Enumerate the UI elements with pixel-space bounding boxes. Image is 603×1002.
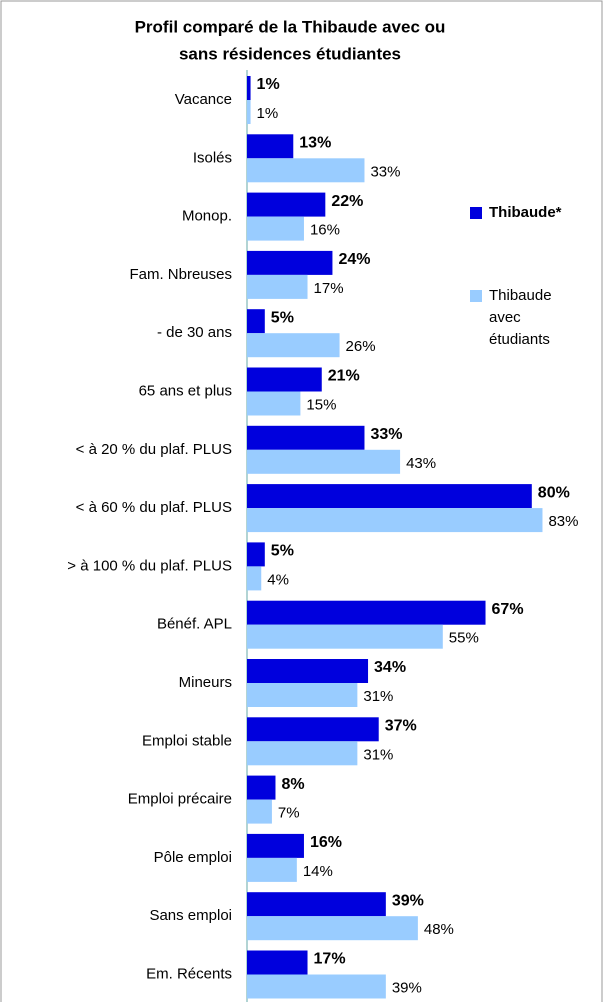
data-label: 16% (310, 222, 340, 239)
category-label: Em. Récents (146, 965, 232, 982)
bar (247, 916, 418, 941)
bar (247, 449, 401, 474)
bar (247, 391, 301, 416)
data-label: 83% (548, 513, 578, 530)
data-label: 26% (346, 338, 376, 355)
data-label: 67% (492, 601, 524, 618)
bar (247, 950, 308, 975)
bar (247, 274, 308, 299)
data-label: 7% (278, 805, 300, 822)
data-label: 1% (257, 76, 280, 93)
category-label: < à 60 % du plaf. PLUS (76, 499, 232, 516)
data-label: 34% (374, 659, 406, 676)
data-label: 55% (449, 630, 479, 647)
data-label: 1% (257, 105, 279, 122)
bar (247, 76, 251, 100)
category-label: Emploi stable (142, 732, 232, 749)
data-label: 31% (363, 688, 393, 705)
bar (247, 775, 276, 800)
data-label: 80% (538, 484, 570, 501)
category-label: Fam. Nbreuses (129, 266, 232, 283)
category-label: - de 30 ans (157, 324, 232, 341)
category-label: Pôle emploi (154, 849, 232, 866)
bar (247, 659, 369, 683)
bar (247, 857, 297, 882)
category-label: Bénéf. APL (157, 616, 232, 633)
legend-swatch (470, 290, 482, 302)
legend-swatch (470, 207, 482, 219)
bar (247, 624, 443, 649)
bar (247, 425, 365, 450)
data-label: 5% (271, 309, 294, 326)
bar (247, 799, 272, 824)
bar (247, 508, 543, 533)
data-label: 4% (267, 571, 289, 588)
data-label: 37% (385, 718, 417, 735)
legend-label: Thibaude avec étudiants (489, 287, 552, 348)
data-label: 21% (328, 368, 360, 385)
legend-label: Thibaude* (489, 204, 562, 221)
bar (247, 600, 486, 625)
bar (247, 892, 386, 917)
data-label: 43% (406, 455, 436, 472)
category-label: 65 ans et plus (139, 382, 232, 399)
bar (247, 192, 326, 217)
category-label: > à 100 % du plaf. PLUS (67, 557, 232, 574)
bar (247, 134, 294, 159)
bar (247, 741, 358, 766)
category-label: Emploi précaire (128, 791, 232, 808)
bar (247, 333, 340, 358)
data-label: 5% (271, 543, 294, 560)
data-label: 8% (281, 776, 304, 793)
bar (247, 250, 333, 275)
data-label: 22% (331, 193, 363, 210)
data-label: 17% (314, 951, 346, 968)
bar (247, 367, 322, 392)
bar (247, 158, 365, 183)
chart-title: sans résidences étudiantes (179, 44, 401, 63)
category-label: Monop. (182, 208, 232, 225)
bar (247, 484, 532, 509)
category-label: Isolés (193, 149, 232, 166)
data-label: 48% (424, 921, 454, 938)
category-label: Vacance (175, 91, 232, 108)
bar (247, 683, 358, 707)
bar (247, 833, 304, 858)
bar (247, 542, 265, 567)
category-label: Sans emploi (149, 907, 232, 924)
data-label: 17% (314, 280, 344, 297)
data-label: 14% (303, 863, 333, 880)
data-label: 33% (370, 163, 400, 180)
data-label: 24% (338, 251, 370, 268)
data-label: 39% (392, 892, 424, 909)
data-label: 39% (392, 979, 422, 996)
data-label: 16% (310, 834, 342, 851)
data-label: 13% (299, 135, 331, 152)
category-label: < à 20 % du plaf. PLUS (76, 441, 232, 458)
bar (247, 566, 262, 591)
chart-title: Profil comparé de la Thibaude avec ou (135, 17, 446, 36)
bar (247, 717, 379, 742)
bar (247, 974, 386, 999)
bar (247, 216, 304, 241)
bar (247, 309, 265, 334)
bar (247, 100, 251, 124)
category-label: Mineurs (179, 674, 232, 691)
data-label: 15% (306, 396, 336, 413)
data-label: 31% (363, 746, 393, 763)
data-label: 33% (370, 426, 402, 443)
